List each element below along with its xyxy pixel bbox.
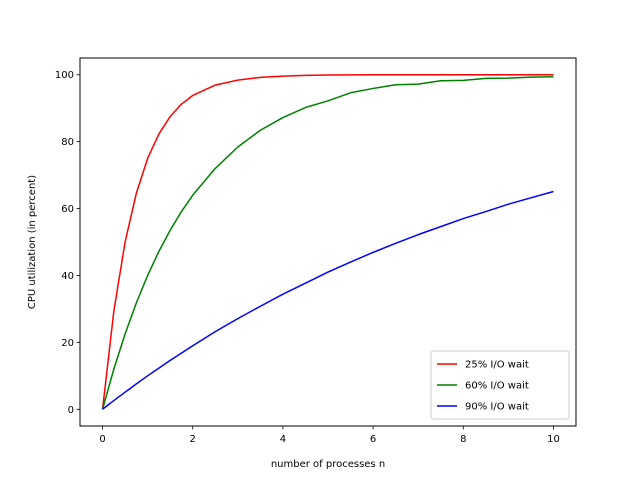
- series-line-2: [102, 190, 554, 410]
- x-tick-label: 0: [99, 434, 105, 445]
- y-tick-label: 40: [61, 271, 74, 282]
- x-tick-label: 8: [460, 434, 466, 445]
- legend-label: 90% I/O wait: [465, 402, 529, 413]
- legend-label: 60% I/O wait: [465, 381, 529, 392]
- y-tick-label: 60: [61, 204, 74, 215]
- series-line-0: [101, 73, 554, 410]
- x-axis-ticks: 0 2 4 6 8 10: [99, 426, 560, 445]
- y-tick-label: 80: [61, 137, 74, 148]
- y-axis-ticks: 0 20 40 60 80 100: [55, 70, 80, 416]
- plot-frame: [79, 57, 577, 427]
- x-tick-label: 4: [280, 434, 286, 445]
- x-tick-label: 2: [190, 434, 196, 445]
- series-line-1: [101, 75, 554, 410]
- y-tick-label: 100: [55, 70, 74, 81]
- series-layer: [101, 73, 554, 410]
- legend: 25% I/O wait 60% I/O wait 90% I/O wait: [430, 350, 570, 420]
- y-axis-label: CPU utilization (in percent): [27, 175, 38, 309]
- y-tick-label: 0: [68, 405, 74, 416]
- legend-label: 25% I/O wait: [465, 360, 529, 371]
- y-tick-label: 20: [61, 338, 74, 349]
- x-tick-label: 6: [370, 434, 376, 445]
- x-axis-label: number of processes n: [271, 459, 385, 470]
- legend-box: [430, 350, 570, 420]
- x-tick-label: 10: [547, 434, 560, 445]
